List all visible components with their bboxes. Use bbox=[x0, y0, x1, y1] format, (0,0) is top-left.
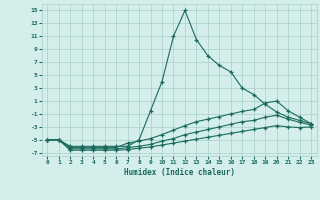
X-axis label: Humidex (Indice chaleur): Humidex (Indice chaleur) bbox=[124, 168, 235, 177]
